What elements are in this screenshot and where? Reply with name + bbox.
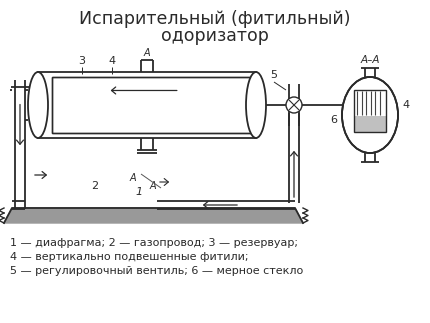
Ellipse shape (246, 72, 266, 138)
Text: A: A (144, 48, 150, 58)
Text: 5 — регулировочный вентиль; 6 — мерное стекло: 5 — регулировочный вентиль; 6 — мерное с… (10, 266, 303, 276)
Ellipse shape (28, 72, 48, 138)
Text: А–А: А–А (360, 55, 380, 65)
Text: одоризатор: одоризатор (161, 27, 269, 45)
Text: 4: 4 (402, 100, 409, 110)
Ellipse shape (342, 77, 398, 153)
Text: 1: 1 (135, 187, 143, 197)
Bar (52, 98, 256, 133)
Text: 2: 2 (92, 181, 98, 191)
Text: 4: 4 (108, 56, 116, 66)
Text: 6: 6 (330, 115, 337, 125)
Text: 3: 3 (79, 56, 86, 66)
Text: А: А (130, 173, 136, 183)
Bar (38, 72, 256, 138)
Text: 5: 5 (270, 70, 277, 80)
Circle shape (286, 97, 302, 113)
Bar (354, 90, 386, 132)
Text: 1 — диафрагма; 2 — газопровод; 3 — резервуар;: 1 — диафрагма; 2 — газопровод; 3 — резер… (10, 238, 298, 248)
Text: 4 — вертикально подвешенные фитили;: 4 — вертикально подвешенные фитили; (10, 252, 249, 262)
Bar (354, 116, 386, 132)
Text: А: А (150, 181, 157, 191)
Bar (52, 77, 256, 133)
Polygon shape (4, 208, 303, 223)
Text: Испарительный (фитильный): Испарительный (фитильный) (79, 10, 351, 28)
Bar (52, 77, 256, 133)
